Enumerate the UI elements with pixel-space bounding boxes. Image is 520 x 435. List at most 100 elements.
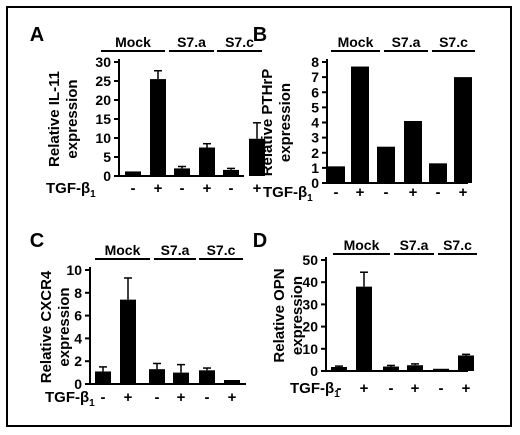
group-label: S7.c <box>207 242 236 258</box>
y-tick-label: 5 <box>103 149 111 165</box>
category-sign: + <box>253 180 262 197</box>
group-label: S7.a <box>161 242 190 258</box>
bar <box>120 299 136 384</box>
panel-letter: A <box>30 24 44 46</box>
bar <box>458 355 474 371</box>
y-tick-label: 6 <box>74 308 82 324</box>
figure-frame <box>6 6 512 427</box>
y-tick-label: 1 <box>311 160 319 176</box>
category-sign: - <box>101 389 106 406</box>
treatment-label: TGF-β1 <box>290 380 340 400</box>
bar <box>433 368 449 371</box>
treatment-subscript: 1 <box>334 389 340 400</box>
bar <box>125 171 141 176</box>
category-sign: + <box>360 380 369 397</box>
bar <box>454 77 472 183</box>
y-axis-title-line1: Relative OPN <box>271 268 288 362</box>
y-tick-label: 4 <box>311 115 319 131</box>
category-sign: + <box>411 380 420 397</box>
panel-letter: B <box>253 24 267 46</box>
bar <box>356 286 372 371</box>
treatment-name: TGF-β <box>263 184 307 201</box>
y-tick-label: 20 <box>95 92 111 108</box>
group-label: S7.a <box>400 237 429 253</box>
y-tick-label: 4 <box>74 330 82 346</box>
treatment-subscript: 1 <box>307 193 313 204</box>
category-sign: + <box>228 389 237 406</box>
bar <box>383 366 399 371</box>
bar <box>407 365 423 371</box>
category-sign: - <box>180 180 185 197</box>
group-label: Mock <box>338 34 374 50</box>
y-tick-label: 0 <box>311 175 319 191</box>
category-sign: - <box>205 389 210 406</box>
y-tick-label: 30 <box>302 296 318 312</box>
y-axis-title-line2: expression <box>56 287 73 366</box>
treatment-label: TGF-β1 <box>45 389 95 409</box>
y-axis-title-line2: expression <box>64 79 81 158</box>
category-sign: - <box>155 389 160 406</box>
y-tick-label: 3 <box>311 130 319 146</box>
category-sign: + <box>124 389 133 406</box>
bar <box>351 66 369 183</box>
group-label: Mock <box>115 34 151 50</box>
treatment-label: TGF-β1 <box>263 184 313 204</box>
category-sign: + <box>203 180 212 197</box>
bar <box>331 367 347 371</box>
group-label: S7.c <box>439 34 468 50</box>
y-tick-label: 2 <box>311 145 319 161</box>
category-sign: - <box>229 180 234 197</box>
y-axis-title-line1: Relative CXCR4 <box>38 270 55 383</box>
category-sign: - <box>389 380 394 397</box>
y-tick-label: 6 <box>311 84 319 100</box>
y-tick-label: 0 <box>310 363 318 379</box>
treatment-name: TGF-β <box>46 180 90 197</box>
y-tick-label: 7 <box>311 69 319 85</box>
y-axis-title-line1: Relative IL-11 <box>46 71 63 167</box>
bar <box>95 371 111 384</box>
treatment-subscript: 1 <box>89 398 95 409</box>
y-tick-label: 50 <box>302 252 318 268</box>
category-sign: - <box>439 380 444 397</box>
y-tick-label: 10 <box>302 341 318 357</box>
bar <box>327 166 345 183</box>
group-label: S7.a <box>392 34 421 50</box>
bar <box>199 370 215 384</box>
y-tick-label: 5 <box>311 99 319 115</box>
y-axis-title-line1: Relative PTHrP <box>259 69 276 177</box>
panel-a: A Relative IL-11 expression 0 5 10 15 20 25 30Moc… <box>30 24 265 200</box>
category-sign: - <box>131 180 136 197</box>
category-sign: + <box>177 389 186 406</box>
category-sign: + <box>409 184 418 201</box>
bar <box>174 168 190 176</box>
treatment-name: TGF-β <box>290 380 334 397</box>
bar <box>199 147 215 176</box>
group-label: S7.c <box>443 237 472 253</box>
bar <box>173 372 189 384</box>
bar <box>224 380 240 384</box>
y-tick-label: 30 <box>95 54 111 70</box>
treatment-label: TGF-β1 <box>46 180 96 200</box>
category-sign: - <box>436 184 441 201</box>
group-label: S7.a <box>177 34 206 50</box>
category-sign: + <box>154 180 163 197</box>
bar <box>223 169 239 176</box>
panel-letter: C <box>30 230 44 252</box>
treatment-name: TGF-β <box>45 389 89 406</box>
y-tick-label: 8 <box>74 285 82 301</box>
panel-letter: D <box>253 230 267 252</box>
y-axis-title-line2: expression <box>289 276 306 355</box>
category-sign: + <box>462 380 471 397</box>
y-tick-label: 25 <box>95 73 111 89</box>
category-sign: - <box>334 184 339 201</box>
y-axis-title-line2: expression <box>277 83 294 162</box>
bar <box>429 163 447 183</box>
y-tick-label: 0 <box>103 168 111 184</box>
bar <box>249 138 265 176</box>
category-sign: - <box>384 184 389 201</box>
y-tick-label: 8 <box>311 54 319 70</box>
y-tick-label: 15 <box>95 111 111 127</box>
category-sign: + <box>459 184 468 201</box>
group-label: Mock <box>105 242 141 258</box>
